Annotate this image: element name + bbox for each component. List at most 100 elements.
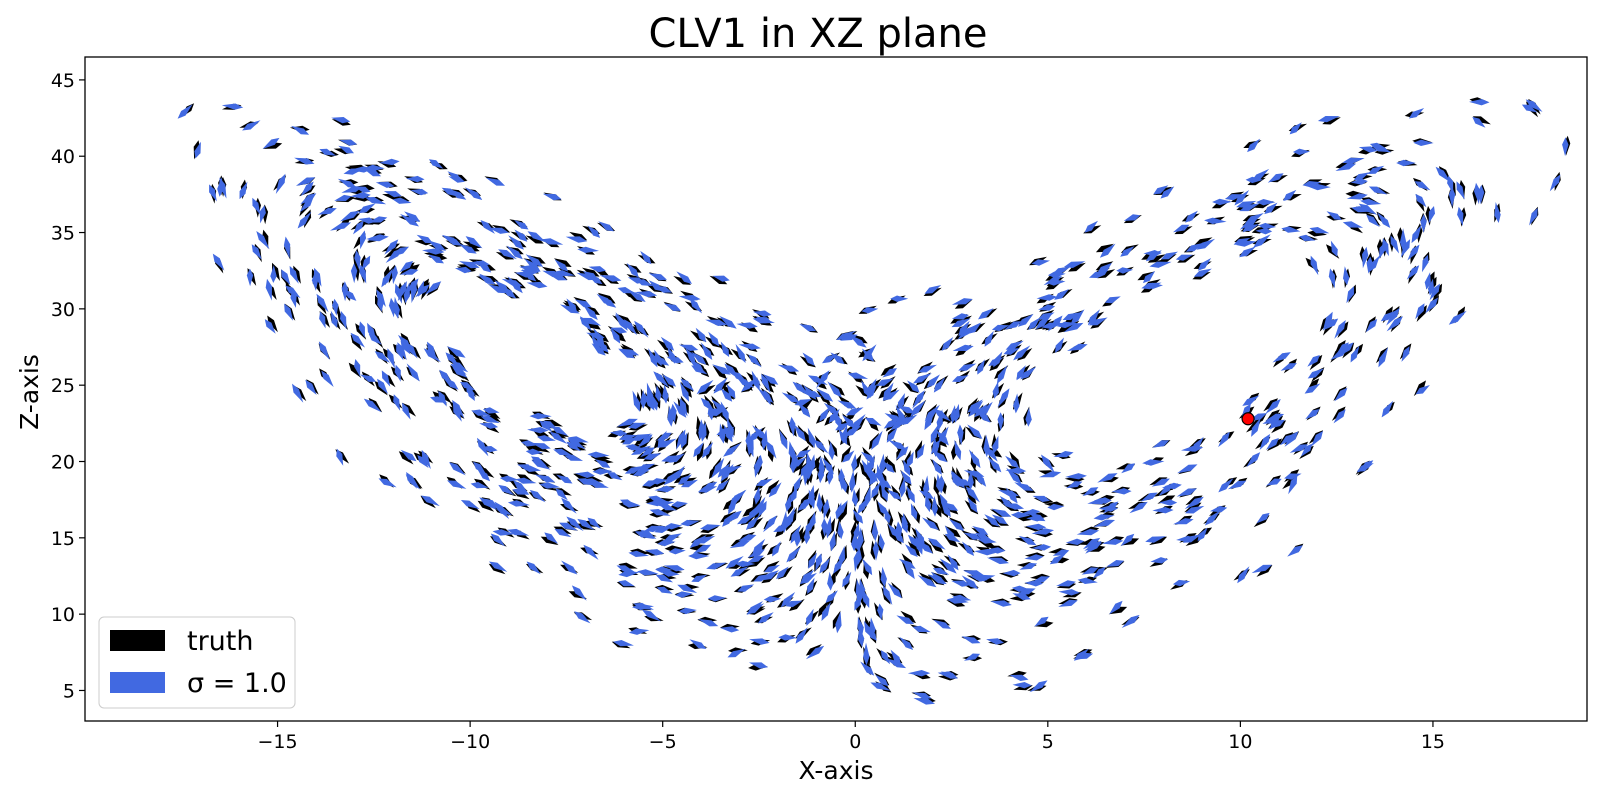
sigma-arrow xyxy=(673,401,687,418)
sigma-arrow xyxy=(1224,194,1246,201)
sigma-arrow xyxy=(631,445,652,455)
sigma-arrow xyxy=(906,451,914,468)
sigma-arrow xyxy=(607,472,623,481)
sigma-arrow xyxy=(1218,431,1230,448)
sigma-arrow xyxy=(478,275,496,285)
sigma-arrow xyxy=(1025,407,1032,427)
sigma-arrow xyxy=(637,434,653,448)
sigma-arrow xyxy=(1003,348,1020,355)
sigma-arrow xyxy=(840,334,858,341)
sigma-arrow xyxy=(583,304,598,320)
sigma-arrow xyxy=(624,465,645,474)
sigma-arrow xyxy=(965,486,980,503)
sigma-arrow xyxy=(508,235,524,250)
sigma-arrow xyxy=(1116,267,1134,274)
sigma-arrow xyxy=(729,540,751,549)
sigma-arrow xyxy=(1330,240,1338,257)
sigma-arrow xyxy=(574,611,591,624)
sigma-arrow xyxy=(924,285,942,294)
plot-area-frame xyxy=(84,56,1588,722)
sigma-arrow xyxy=(986,638,1004,645)
sigma-arrow xyxy=(1109,600,1123,615)
sigma-arrow xyxy=(567,436,589,443)
sigma-arrow xyxy=(363,398,382,413)
sigma-arrow xyxy=(695,535,716,544)
sigma-arrow xyxy=(634,291,658,298)
sigma-arrow xyxy=(643,453,662,460)
sigma-arrow xyxy=(1082,487,1099,497)
sigma-arrow xyxy=(737,514,756,525)
sigma-arrow xyxy=(1236,200,1257,208)
sigma-arrow xyxy=(757,500,767,519)
sigma-arrow xyxy=(903,459,911,476)
sigma-arrow xyxy=(460,382,475,391)
sigma-arrow xyxy=(1251,564,1273,574)
sigma-arrow xyxy=(644,549,665,556)
sigma-arrow xyxy=(1333,409,1346,424)
truth-arrow xyxy=(880,364,897,376)
sigma-arrow xyxy=(337,178,357,188)
sigma-arrow xyxy=(836,500,848,517)
sigma-arrow xyxy=(695,327,707,343)
sigma-arrow xyxy=(668,548,686,555)
sigma-arrow xyxy=(417,455,429,468)
sigma-arrow xyxy=(952,344,974,351)
y-tick-label: 10 xyxy=(51,604,75,626)
truth-arrow xyxy=(581,267,600,277)
sigma-arrow xyxy=(618,348,640,356)
sigma-arrow xyxy=(1265,399,1281,414)
sigma-arrow xyxy=(270,265,277,283)
sigma-arrow xyxy=(961,636,981,644)
sigma-arrow xyxy=(513,480,530,495)
sigma-arrow xyxy=(350,263,358,284)
sigma-arrow xyxy=(1472,116,1486,128)
sigma-arrow xyxy=(483,407,500,414)
sigma-arrow xyxy=(964,653,981,661)
sigma-arrow xyxy=(915,535,923,555)
sigma-arrow xyxy=(441,375,459,390)
sigma-arrow xyxy=(754,496,766,517)
sigma-arrow xyxy=(525,448,544,455)
truth-arrow xyxy=(355,323,367,340)
sigma-arrow xyxy=(1085,540,1102,554)
sigma-arrow xyxy=(941,502,959,511)
truth-arrow xyxy=(1194,237,1213,246)
sigma-arrow xyxy=(947,554,959,571)
sigma-arrow xyxy=(388,297,396,318)
sigma-arrow xyxy=(707,595,727,602)
sigma-arrow xyxy=(300,193,317,205)
sigma-arrow xyxy=(751,370,760,391)
sigma-arrow xyxy=(950,405,957,424)
x-tick-label: 0 xyxy=(849,731,861,753)
sigma-arrow xyxy=(1005,467,1027,474)
sigma-arrow xyxy=(400,340,411,355)
sigma-arrow xyxy=(1151,478,1170,487)
sigma-arrow xyxy=(667,346,676,364)
sigma-arrow xyxy=(983,434,990,458)
sigma-arrow xyxy=(587,517,601,529)
sigma-arrow xyxy=(851,533,858,552)
sigma-arrow xyxy=(698,481,718,493)
sigma-arrow xyxy=(725,556,744,569)
sigma-arrow xyxy=(1063,322,1084,333)
sigma-arrow xyxy=(663,469,681,486)
sigma-arrow xyxy=(745,515,760,530)
sigma-arrow xyxy=(360,374,377,382)
sigma-arrow xyxy=(691,574,708,582)
sigma-arrow xyxy=(393,296,400,319)
sigma-arrow xyxy=(1428,206,1435,224)
sigma-arrow xyxy=(807,577,815,594)
sigma-arrow xyxy=(935,429,949,446)
sigma-arrow xyxy=(577,518,595,531)
sigma-arrow xyxy=(525,254,544,267)
sigma-arrow xyxy=(835,611,842,634)
sigma-arrow xyxy=(781,392,800,403)
sigma-arrow xyxy=(689,639,707,649)
sigma-arrow xyxy=(986,557,1009,565)
sigma-arrow xyxy=(1242,224,1259,232)
sigma-arrow xyxy=(1233,237,1251,245)
sigma-arrow xyxy=(471,409,492,416)
sigma-arrow xyxy=(384,239,399,255)
sigma-arrow xyxy=(939,558,957,574)
truth-arrow xyxy=(569,231,588,241)
